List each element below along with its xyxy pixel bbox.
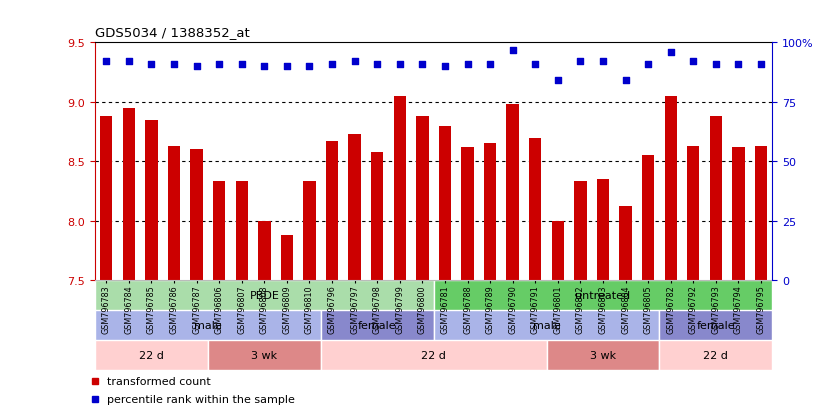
Bar (710, 117, 722, 280)
Point (664, 50, 677, 56)
Point (483, 62, 496, 68)
Text: female: female (696, 320, 735, 330)
Bar (371, 152, 383, 280)
Point (145, 62, 158, 68)
Point (551, 78, 564, 85)
Bar (303, 182, 316, 280)
Text: male: male (533, 320, 560, 330)
Bar (95, 310, 320, 340)
Point (190, 64, 203, 70)
Point (415, 62, 429, 68)
Text: transformed count: transformed count (107, 376, 211, 386)
Point (461, 62, 474, 68)
Bar (122, 109, 135, 280)
Text: 22 d: 22 d (139, 350, 164, 360)
Bar (755, 147, 767, 280)
Bar (506, 105, 519, 280)
Bar (664, 97, 677, 280)
Bar (620, 207, 632, 280)
Text: 22 d: 22 d (421, 350, 446, 360)
Point (235, 62, 249, 68)
Bar (190, 150, 203, 280)
Point (596, 59, 610, 66)
Bar (642, 156, 654, 280)
Bar (552, 221, 564, 280)
Point (439, 64, 452, 70)
Bar (235, 182, 248, 280)
Point (732, 62, 745, 68)
Point (212, 62, 225, 68)
Bar (349, 135, 361, 280)
Point (348, 59, 361, 66)
Point (686, 59, 700, 66)
Point (325, 62, 339, 68)
Bar (325, 142, 339, 280)
Point (168, 62, 181, 68)
Text: untreated: untreated (576, 290, 630, 300)
Bar (659, 310, 772, 340)
Text: GDS5034 / 1388352_at: GDS5034 / 1388352_at (95, 26, 249, 39)
Bar (529, 138, 542, 280)
Text: PBDE: PBDE (249, 290, 279, 300)
Bar (320, 340, 547, 370)
Bar (393, 97, 406, 280)
Bar (168, 147, 180, 280)
Bar (281, 235, 293, 280)
Bar (100, 117, 112, 280)
Point (642, 62, 655, 68)
Bar (574, 182, 586, 280)
Bar (484, 144, 496, 280)
Bar (416, 117, 429, 280)
Point (619, 78, 632, 85)
Point (393, 62, 406, 68)
Point (371, 62, 384, 68)
Bar (320, 310, 434, 340)
Bar (434, 310, 659, 340)
Point (303, 64, 316, 70)
Bar (461, 148, 474, 280)
Bar (213, 182, 225, 280)
Bar (596, 180, 610, 280)
Bar (95, 280, 434, 310)
Point (754, 62, 767, 68)
Text: 3 wk: 3 wk (251, 350, 278, 360)
Text: 3 wk: 3 wk (590, 350, 616, 360)
Point (574, 59, 587, 66)
Point (710, 62, 723, 68)
Bar (434, 280, 772, 310)
Point (506, 47, 520, 54)
Text: male: male (194, 320, 221, 330)
Point (280, 64, 293, 70)
Text: female: female (358, 320, 396, 330)
Point (258, 64, 271, 70)
Point (529, 62, 542, 68)
Text: percentile rank within the sample: percentile rank within the sample (107, 394, 295, 404)
Bar (547, 340, 659, 370)
Bar (659, 340, 772, 370)
Bar (732, 148, 745, 280)
Bar (687, 147, 700, 280)
Bar (258, 221, 271, 280)
Bar (439, 126, 451, 280)
Point (122, 59, 135, 66)
Bar (95, 340, 208, 370)
Text: 22 d: 22 d (704, 350, 729, 360)
Point (100, 59, 113, 66)
Bar (208, 340, 320, 370)
Bar (145, 121, 158, 280)
